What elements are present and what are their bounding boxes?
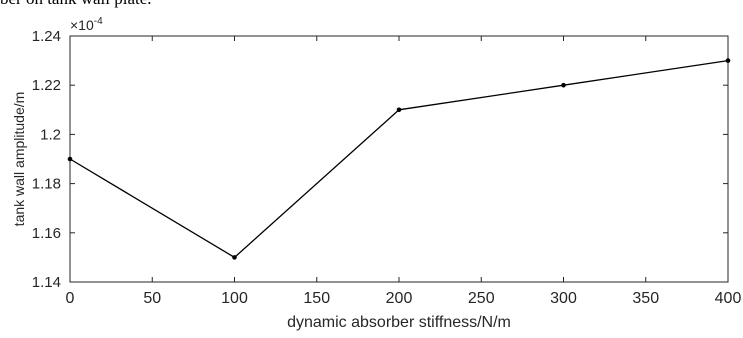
x-tick-label: 200 (386, 290, 413, 307)
series-layer (67, 58, 731, 260)
x-axis-label: dynamic absorber stiffness/N/m (287, 314, 511, 331)
y-tick-label: 1.18 (32, 176, 61, 193)
x-tick-label: 400 (715, 290, 742, 307)
caption-fragment: ber on tank wall plate. (0, 0, 152, 9)
x-tick-label: 250 (468, 290, 495, 307)
y-axis-label: tank wall amplitude/m (11, 92, 27, 227)
y-tick-label: 1.2 (40, 126, 61, 143)
plot-box (69, 35, 729, 283)
data-point (232, 255, 237, 260)
data-point (67, 156, 73, 162)
y-exponent-label: ×10-4 (70, 16, 103, 33)
x-tick-label: 350 (632, 290, 659, 307)
x-axis: 0 50 100 150 200 250 300 350 400 (66, 36, 742, 307)
x-tick-label: 50 (143, 290, 161, 307)
x-tick-label: 150 (303, 290, 330, 307)
y-tick-label: 1.22 (32, 77, 61, 94)
data-point (561, 82, 566, 88)
y-tick-label: 1.14 (32, 274, 61, 291)
x-tick-label: 300 (550, 290, 577, 307)
y-axis: 1.14 1.16 1.18 1.2 1.22 1.24 (32, 28, 728, 291)
y-exponent-base: ×10 (70, 17, 94, 33)
y-exponent-power: -4 (94, 16, 103, 27)
y-tick-label: 1.24 (32, 28, 61, 45)
series-line (69, 59, 729, 259)
x-tick-label: 100 (221, 290, 248, 307)
y-tick-label: 1.16 (32, 225, 61, 242)
x-tick-label: 0 (66, 290, 75, 307)
data-point (396, 107, 402, 113)
data-point (725, 58, 731, 63)
plot-frame (69, 35, 729, 283)
